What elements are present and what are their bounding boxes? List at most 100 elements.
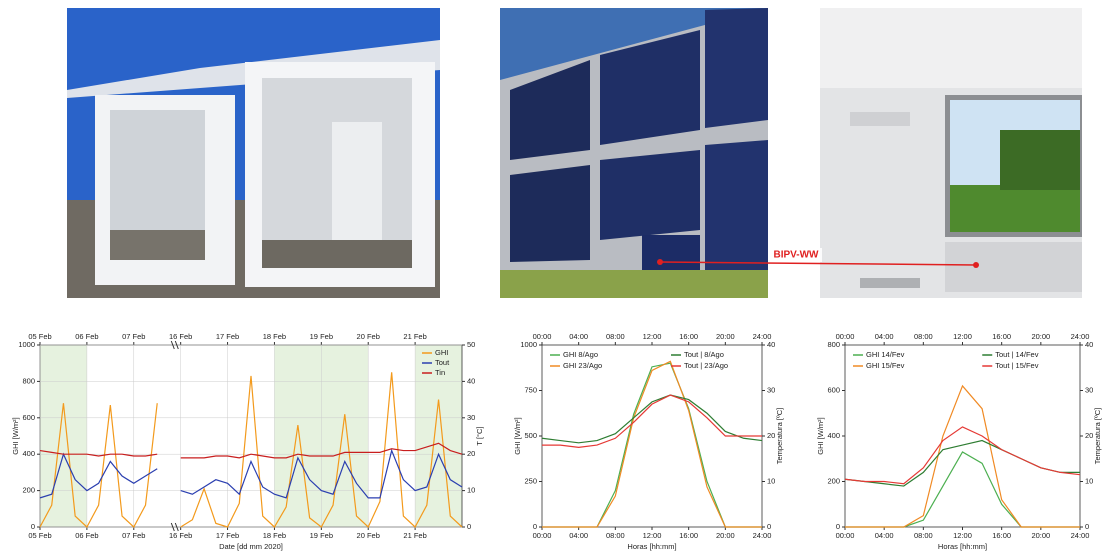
legend-label: GHI 23/Ago xyxy=(563,361,602,370)
callout-line xyxy=(659,261,977,266)
shaded-band xyxy=(415,345,462,527)
y-tick-label: 600 xyxy=(22,413,35,422)
y2-tick-label: 10 xyxy=(1085,476,1093,485)
x-tick-label: 17 Feb xyxy=(216,531,239,540)
y2-tick-label: 30 xyxy=(467,413,475,422)
y-tick-label: 1000 xyxy=(18,340,35,349)
legend-label: GHI 15/Fev xyxy=(866,361,905,370)
x-tick-label-top: 19 Feb xyxy=(310,332,333,341)
x-tick-label: 08:00 xyxy=(914,531,933,540)
y2-tick-label: 10 xyxy=(767,476,775,485)
series-line xyxy=(39,448,463,499)
series-line xyxy=(845,451,1080,528)
y2-tick-label: 20 xyxy=(1085,431,1093,440)
y2-tick-label: 0 xyxy=(1085,522,1089,531)
x-tick-label: 12:00 xyxy=(643,531,662,540)
x-tick-label: 16:00 xyxy=(679,531,698,540)
legend-label: GHI 8/Ago xyxy=(563,350,598,359)
y-tick-label: 200 xyxy=(22,486,35,495)
x-tick-label-top: 21 Feb xyxy=(403,332,426,341)
y2-axis-label: Temperatura [ºC] xyxy=(775,408,784,465)
y2-tick-label: 20 xyxy=(467,449,475,458)
x-tick-label: 12:00 xyxy=(953,531,972,540)
x-tick-label: 20:00 xyxy=(716,531,735,540)
plot-frame xyxy=(844,344,1081,528)
photo-interior xyxy=(820,8,1082,298)
y2-axis-label: T [°C] xyxy=(475,426,484,445)
x-tick-label-top: 00:00 xyxy=(836,332,855,341)
x-tick-label-top: 12:00 xyxy=(643,332,662,341)
x-tick-label-top: 20:00 xyxy=(716,332,735,341)
x-tick-label-top: 00:00 xyxy=(533,332,552,341)
y2-tick-label: 30 xyxy=(767,385,775,394)
series-line xyxy=(542,394,762,448)
x-tick-label: 04:00 xyxy=(875,531,894,540)
series-line xyxy=(39,442,463,459)
x-axis-label: Horas [hh:mm] xyxy=(627,542,676,551)
legend-label: Tout | 23/Ago xyxy=(684,361,728,370)
x-tick-label: 24:00 xyxy=(1071,531,1090,540)
x-tick-label: 20:00 xyxy=(1031,531,1050,540)
x-tick-label-top: 04:00 xyxy=(875,332,894,341)
x-tick-label-top: 24:00 xyxy=(1071,332,1090,341)
y2-tick-label: 10 xyxy=(467,486,475,495)
x-tick-label-top: 18 Feb xyxy=(263,332,286,341)
legend-label: Tout xyxy=(435,358,450,367)
legend-label: Tout | 8/Ago xyxy=(684,350,724,359)
callout-dot xyxy=(973,262,979,268)
x-tick-label: 08:00 xyxy=(606,531,625,540)
series-line xyxy=(542,362,762,528)
x-tick-label: 18 Feb xyxy=(263,531,286,540)
y-tick-label: 0 xyxy=(533,522,537,531)
plot-frame xyxy=(39,344,463,528)
shaded-band xyxy=(40,345,87,527)
series-line xyxy=(39,372,463,529)
callout-dot xyxy=(657,259,663,265)
x-tick-label: 00:00 xyxy=(836,531,855,540)
x-tick-label-top: 20 Feb xyxy=(357,332,380,341)
x-tick-label-top: 17 Feb xyxy=(216,332,239,341)
y-tick-label: 600 xyxy=(827,385,840,394)
legend-label: Tout | 15/Fev xyxy=(995,361,1038,370)
series-line xyxy=(844,439,1080,487)
y2-tick-label: 0 xyxy=(467,522,471,531)
y2-tick-label: 40 xyxy=(767,340,775,349)
x-tick-label-top: 16 Feb xyxy=(169,332,192,341)
x-axis-label: Horas [hh:mm] xyxy=(938,542,987,551)
x-tick-label-top: 04:00 xyxy=(569,332,588,341)
y2-tick-label: 0 xyxy=(767,522,771,531)
x-tick-label-top: 20:00 xyxy=(1031,332,1050,341)
series-line xyxy=(542,360,762,528)
x-tick-label-top: 08:00 xyxy=(606,332,625,341)
y-tick-label: 0 xyxy=(836,522,840,531)
x-tick-label: 21 Feb xyxy=(403,531,426,540)
y-axis-label: GHI [W/m²] xyxy=(816,417,825,455)
legend-label: Tin xyxy=(435,368,445,377)
y2-axis-label: Temperatura [ºC] xyxy=(1093,408,1102,465)
y2-tick-label: 20 xyxy=(767,431,775,440)
x-tick-label-top: 05 Feb xyxy=(28,332,51,341)
y-tick-label: 400 xyxy=(827,431,840,440)
bipv-label: BIPV-WW xyxy=(774,250,820,261)
series-line xyxy=(844,426,1081,485)
x-tick-label: 06 Feb xyxy=(75,531,98,540)
y-tick-label: 1000 xyxy=(520,340,537,349)
x-tick-label-top: 07 Feb xyxy=(122,332,145,341)
y-tick-label: 250 xyxy=(524,476,537,485)
x-tick-label: 19 Feb xyxy=(310,531,333,540)
y2-tick-label: 30 xyxy=(1085,385,1093,394)
x-tick-label: 07 Feb xyxy=(122,531,145,540)
series-line xyxy=(541,394,763,444)
label-bg xyxy=(770,248,822,262)
x-tick-label: 04:00 xyxy=(569,531,588,540)
x-tick-label: 16:00 xyxy=(992,531,1011,540)
x-tick-label: 24:00 xyxy=(753,531,772,540)
y2-tick-label: 40 xyxy=(467,376,475,385)
x-tick-label-top: 16:00 xyxy=(992,332,1011,341)
x-tick-label: 00:00 xyxy=(533,531,552,540)
y-tick-label: 800 xyxy=(827,340,840,349)
series-line xyxy=(845,384,1080,528)
y2-tick-label: 40 xyxy=(1085,340,1093,349)
y-axis-label: GHI [W/m²] xyxy=(513,417,522,455)
